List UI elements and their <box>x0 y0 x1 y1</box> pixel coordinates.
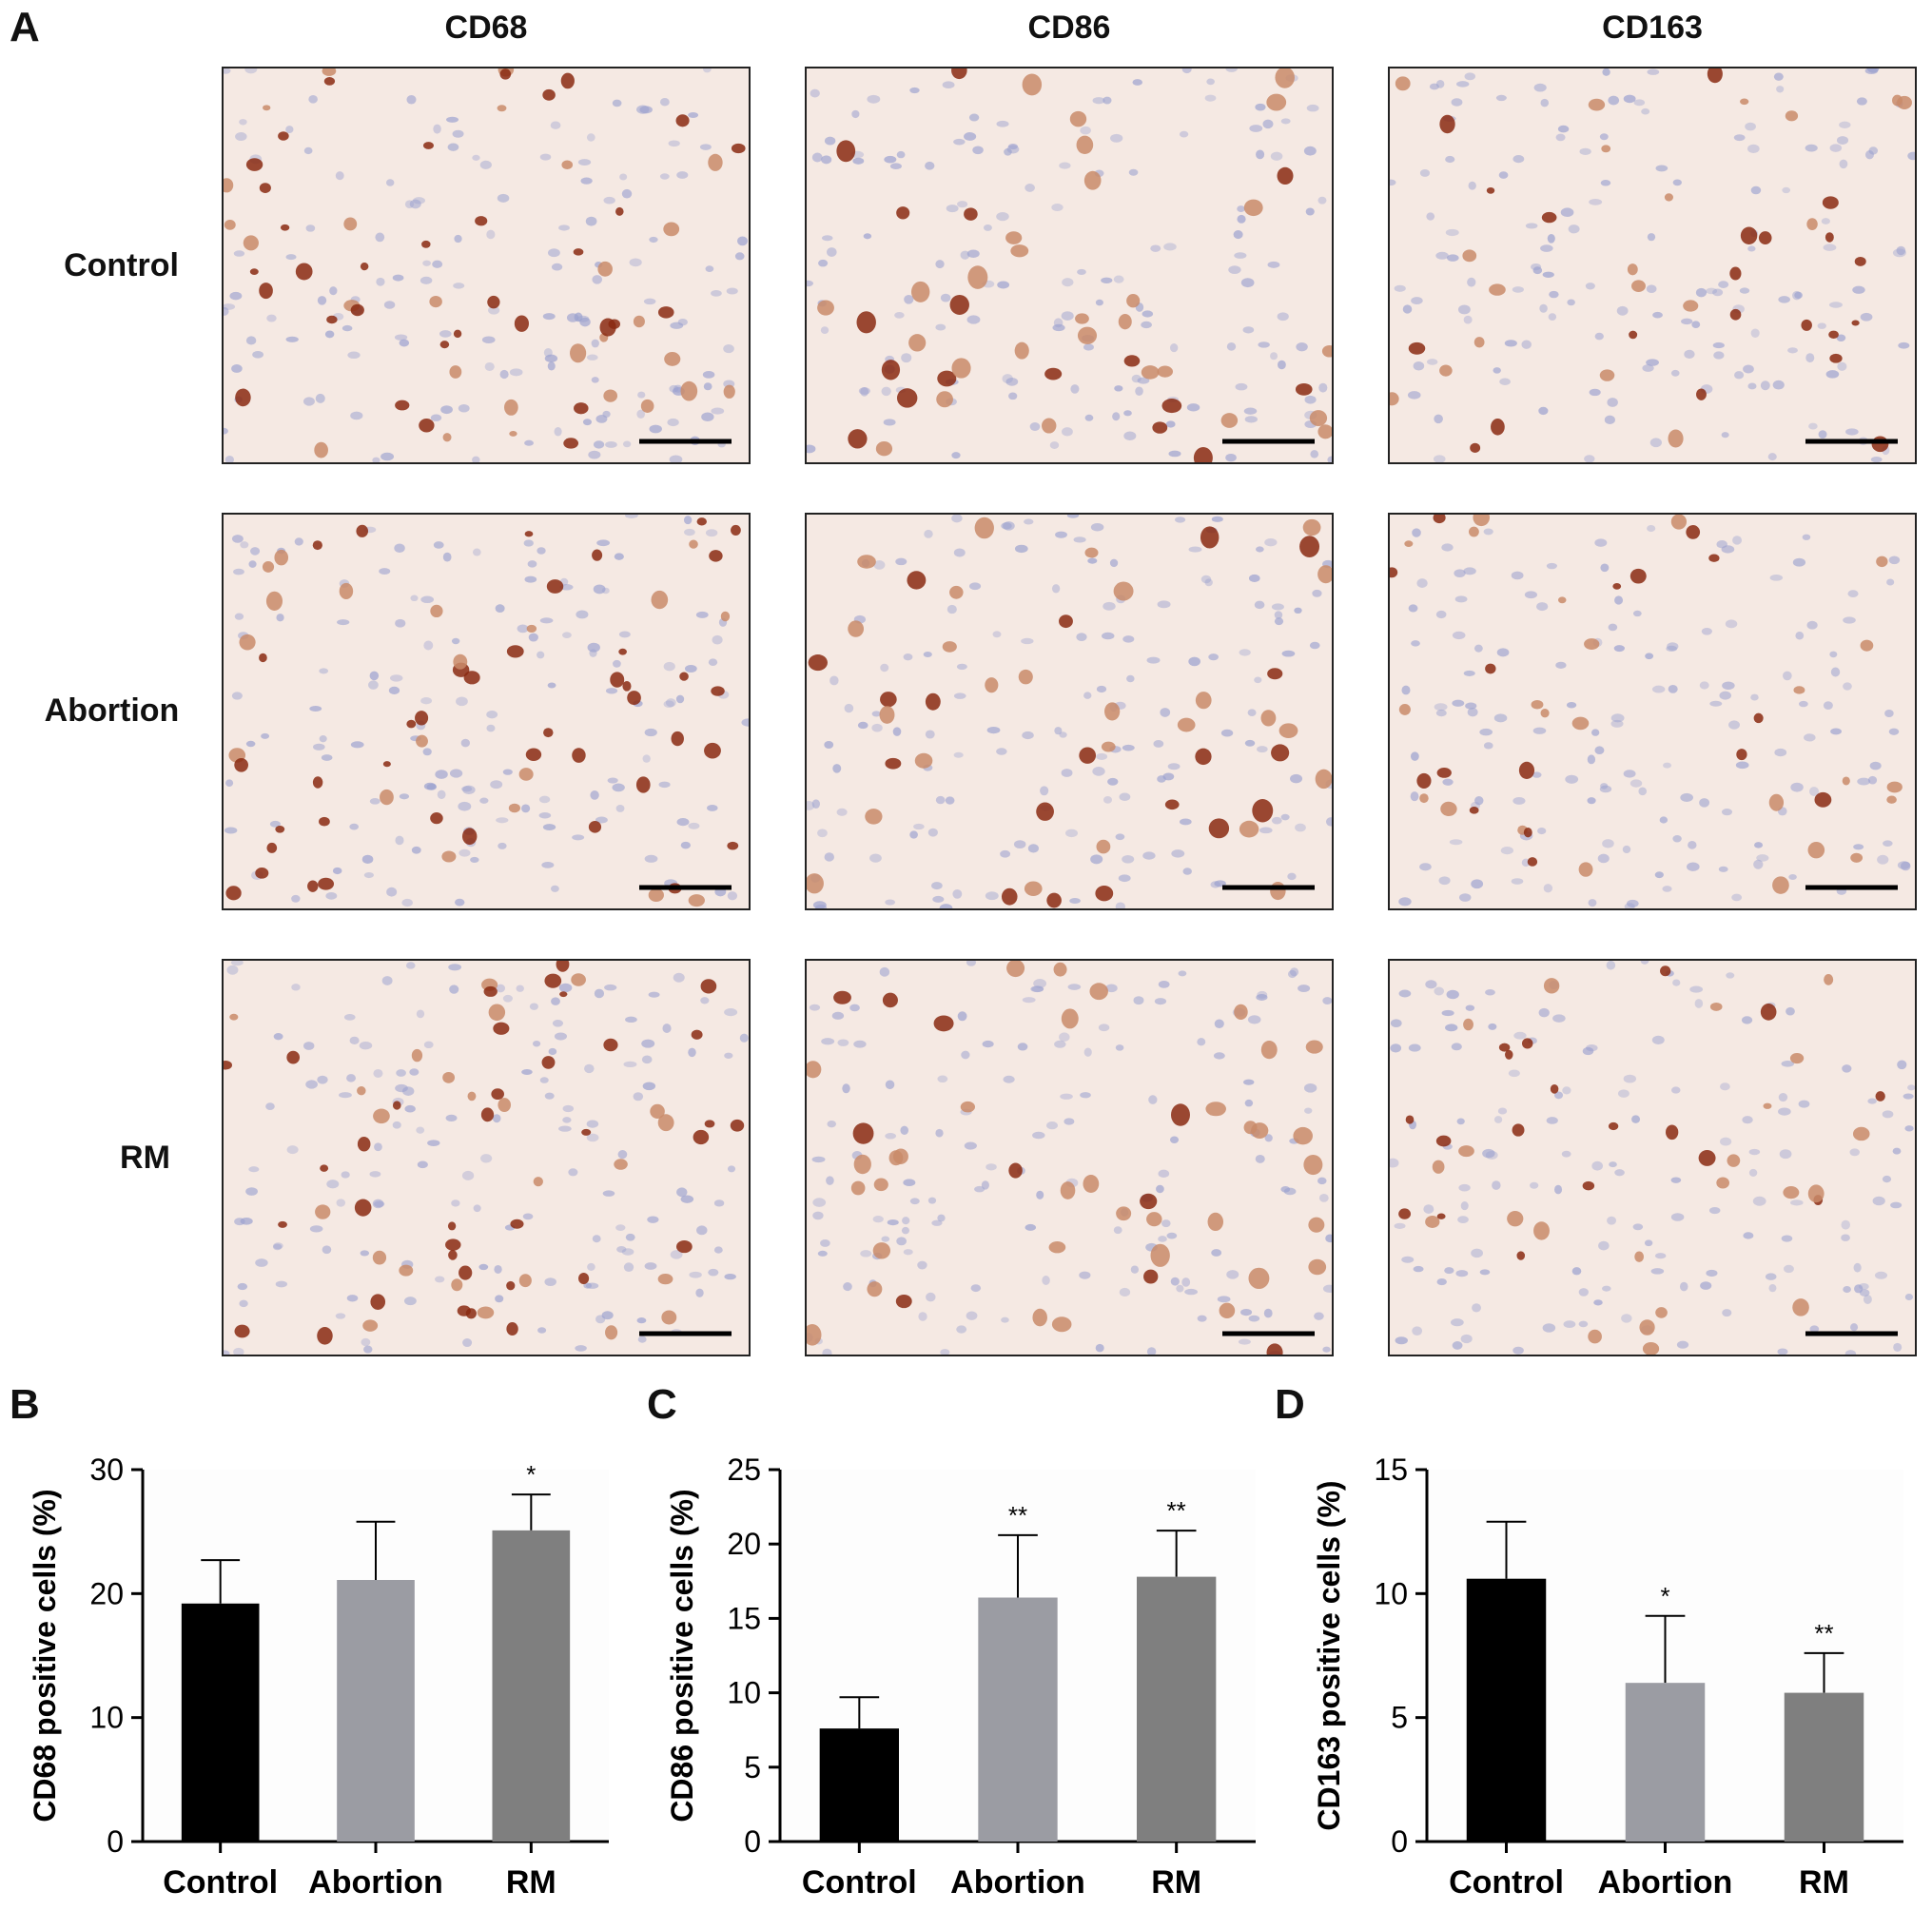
column-title-cd163: CD163 <box>1602 10 1703 46</box>
y-tick-label: 0 <box>1391 1824 1408 1859</box>
y-axis-label: CD163 positive cells (%) <box>1312 1480 1346 1830</box>
significance-marker: ** <box>1008 1501 1027 1530</box>
micrograph-cd163-rm <box>1388 959 1917 1356</box>
panel-letter-b: B <box>10 1381 40 1428</box>
x-tick-label: RM <box>506 1864 556 1901</box>
micrograph-cd86-abortion <box>805 513 1334 910</box>
bar-abortion <box>337 1579 415 1842</box>
x-tick-label: Abortion <box>950 1864 1085 1901</box>
significance-marker: ** <box>1814 1619 1833 1648</box>
micrograph-cd68-control <box>222 67 751 464</box>
x-tick-label: Control <box>802 1864 917 1901</box>
micrograph-cd68-abortion <box>222 513 751 910</box>
bar-control <box>1466 1578 1547 1842</box>
micrograph-cd68-rm <box>222 959 751 1356</box>
panel-letter-d: D <box>1275 1381 1305 1428</box>
y-tick-label: 10 <box>727 1676 761 1710</box>
bar-chart-cd68: 0 10 20 30 CD68 positive cells (%) Control Abo… <box>28 1453 609 1901</box>
x-tick-label: Control <box>1449 1864 1564 1901</box>
bar-rm <box>1784 1692 1864 1842</box>
y-axis-label: CD68 positive cells (%) <box>28 1489 62 1822</box>
bar-chart-cd86: 0 5 10 15 20 25 CD86 positive cells (%) Control… <box>665 1453 1256 1901</box>
row-label-abortion: Abortion <box>44 692 180 729</box>
row-label-control: Control <box>64 247 179 283</box>
significance-marker: * <box>1660 1582 1669 1610</box>
row-label-rm: RM <box>120 1140 170 1176</box>
y-tick-label: 5 <box>744 1750 761 1784</box>
y-tick-label: 15 <box>1374 1453 1408 1487</box>
y-tick-label: 25 <box>727 1453 761 1487</box>
panel-letter-c: C <box>647 1381 677 1428</box>
significance-marker: ** <box>1167 1496 1186 1525</box>
y-tick-label: 20 <box>727 1527 761 1561</box>
bar-control <box>819 1728 899 1842</box>
y-tick-label: 0 <box>744 1824 761 1859</box>
bar-abortion <box>978 1597 1058 1842</box>
bar-abortion <box>1625 1683 1706 1842</box>
micrograph-cd86-control <box>805 67 1334 464</box>
y-tick-label: 10 <box>1374 1576 1408 1610</box>
bar-rm <box>1137 1576 1217 1842</box>
x-tick-label: Abortion <box>1598 1864 1733 1901</box>
y-tick-label: 0 <box>107 1824 124 1859</box>
panel-letter-a: A <box>10 4 40 50</box>
bar-chart-cd163: 0 5 10 15 CD163 positive cells (%) Control Abo… <box>1312 1453 1903 1901</box>
micrograph-cd86-rm <box>805 959 1334 1356</box>
bar-control <box>181 1603 260 1842</box>
y-axis-label: CD86 positive cells (%) <box>665 1489 699 1822</box>
y-tick-label: 10 <box>89 1701 124 1735</box>
x-tick-label: RM <box>1151 1864 1201 1901</box>
y-tick-label: 30 <box>89 1453 124 1487</box>
column-title-cd68: CD68 <box>444 10 528 46</box>
column-title-cd86: CD86 <box>1027 10 1111 46</box>
y-tick-label: 5 <box>1391 1701 1408 1735</box>
micrograph-cd163-abortion <box>1388 513 1917 910</box>
x-tick-label: Control <box>163 1864 278 1901</box>
bar-rm <box>492 1530 571 1842</box>
x-tick-label: RM <box>1799 1864 1849 1901</box>
significance-marker: * <box>526 1460 536 1489</box>
y-tick-label: 20 <box>89 1576 124 1610</box>
y-tick-label: 15 <box>727 1601 761 1635</box>
x-tick-label: Abortion <box>308 1864 443 1901</box>
micrograph-cd163-control <box>1388 67 1917 464</box>
